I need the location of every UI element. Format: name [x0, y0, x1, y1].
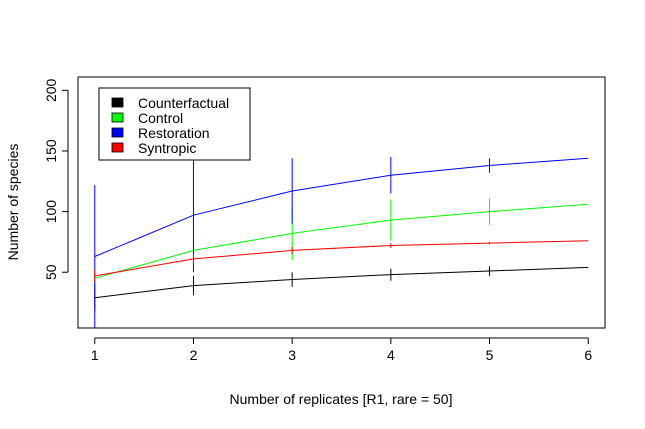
- x-axis-title: Number of replicates [R1, rare = 50]: [230, 391, 453, 407]
- legend-swatch: [111, 127, 124, 138]
- legend-label: Restoration: [138, 125, 210, 141]
- x-tick-label: 5: [486, 347, 494, 363]
- y-tick-label: 100: [43, 200, 59, 224]
- y-axis-title: Number of species: [5, 144, 21, 261]
- y-tick-label: 50: [43, 264, 59, 280]
- x-tick-label: 6: [584, 347, 592, 363]
- legend: CounterfactualControlRestorationSyntropi…: [98, 87, 251, 161]
- error-bars: [94, 157, 491, 328]
- y-tick-label: 150: [43, 139, 59, 163]
- legend-box: [98, 87, 251, 161]
- x-tick-label: 4: [387, 347, 395, 363]
- x-axis: 1 2 3 4 5 6: [91, 337, 592, 363]
- legend-label: Syntropic: [138, 140, 196, 156]
- y-tick-label: 200: [43, 78, 59, 102]
- x-tick-label: 2: [190, 347, 198, 363]
- legend-swatch: [111, 97, 124, 108]
- plot-frame: [77, 76, 606, 329]
- legend-swatch: [111, 142, 124, 153]
- series-line: [94, 203, 589, 279]
- series-line: [94, 266, 589, 299]
- legend-label: Counterfactual: [138, 95, 229, 111]
- legend-swatch: [111, 112, 124, 123]
- series-line: [94, 240, 589, 277]
- x-tick-label: 1: [91, 347, 99, 363]
- x-tick-label: 3: [288, 347, 296, 363]
- series-line: [94, 157, 589, 257]
- series-lines: [94, 157, 589, 299]
- y-axis: 50 100 150 200: [43, 78, 69, 280]
- legend-label: Control: [138, 110, 183, 126]
